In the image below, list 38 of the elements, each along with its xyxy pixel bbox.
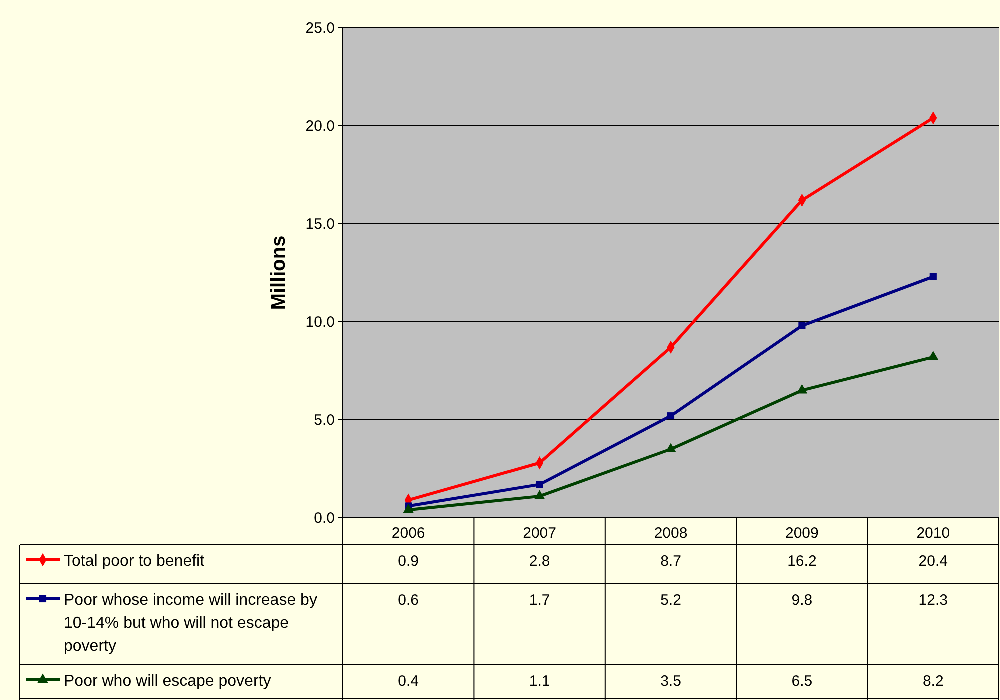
point: [534, 490, 546, 500]
data-label: 9.8: [792, 592, 813, 609]
data-label: 2.8: [529, 553, 550, 570]
point: [667, 412, 675, 420]
point: [930, 273, 937, 280]
data-label: 1.7: [529, 592, 550, 609]
point: [403, 504, 414, 514]
legend-label: Total poor to benefit: [64, 553, 206, 570]
data-label: 5.2: [660, 592, 682, 609]
y-tick-label: 25.0: [306, 20, 335, 37]
y-tick-label: 0.0: [314, 510, 335, 527]
point: [798, 322, 806, 330]
data-label: 20.4: [918, 553, 948, 570]
data-label: 12.3: [918, 592, 948, 609]
data-label: 0.9: [398, 553, 420, 570]
data-label: 3.5: [660, 673, 682, 690]
y-tick-label: 10.0: [306, 314, 335, 331]
data-label: 1.1: [529, 673, 550, 690]
y-tick-label: 20.0: [306, 118, 335, 135]
y-tick-label: 5.0: [314, 412, 335, 429]
data-label: 16.2: [788, 553, 817, 570]
x-tick-label: 2010: [916, 525, 950, 542]
data-label: 6.5: [792, 673, 813, 690]
x-tick-label: 2008: [654, 525, 688, 542]
y-tick-label: 15.0: [306, 216, 335, 233]
y-axis-title: Millions: [268, 236, 290, 310]
point: [666, 443, 676, 452]
point: [536, 481, 544, 488]
x-tick-label: 2009: [786, 525, 819, 542]
x-tick-label: 2006: [392, 525, 426, 542]
point: [928, 351, 939, 360]
data-label: 0.6: [398, 592, 420, 609]
legend-label: Poor who will escape poverty: [64, 673, 272, 690]
data-label: 0.4: [398, 673, 420, 690]
legend-label: Poor whose income will increase by 10-14% but who will not escape poverty: [64, 592, 318, 655]
data-label: 8.7: [660, 553, 682, 570]
data-label: 8.2: [922, 673, 944, 690]
x-tick-label: 2007: [523, 525, 556, 542]
